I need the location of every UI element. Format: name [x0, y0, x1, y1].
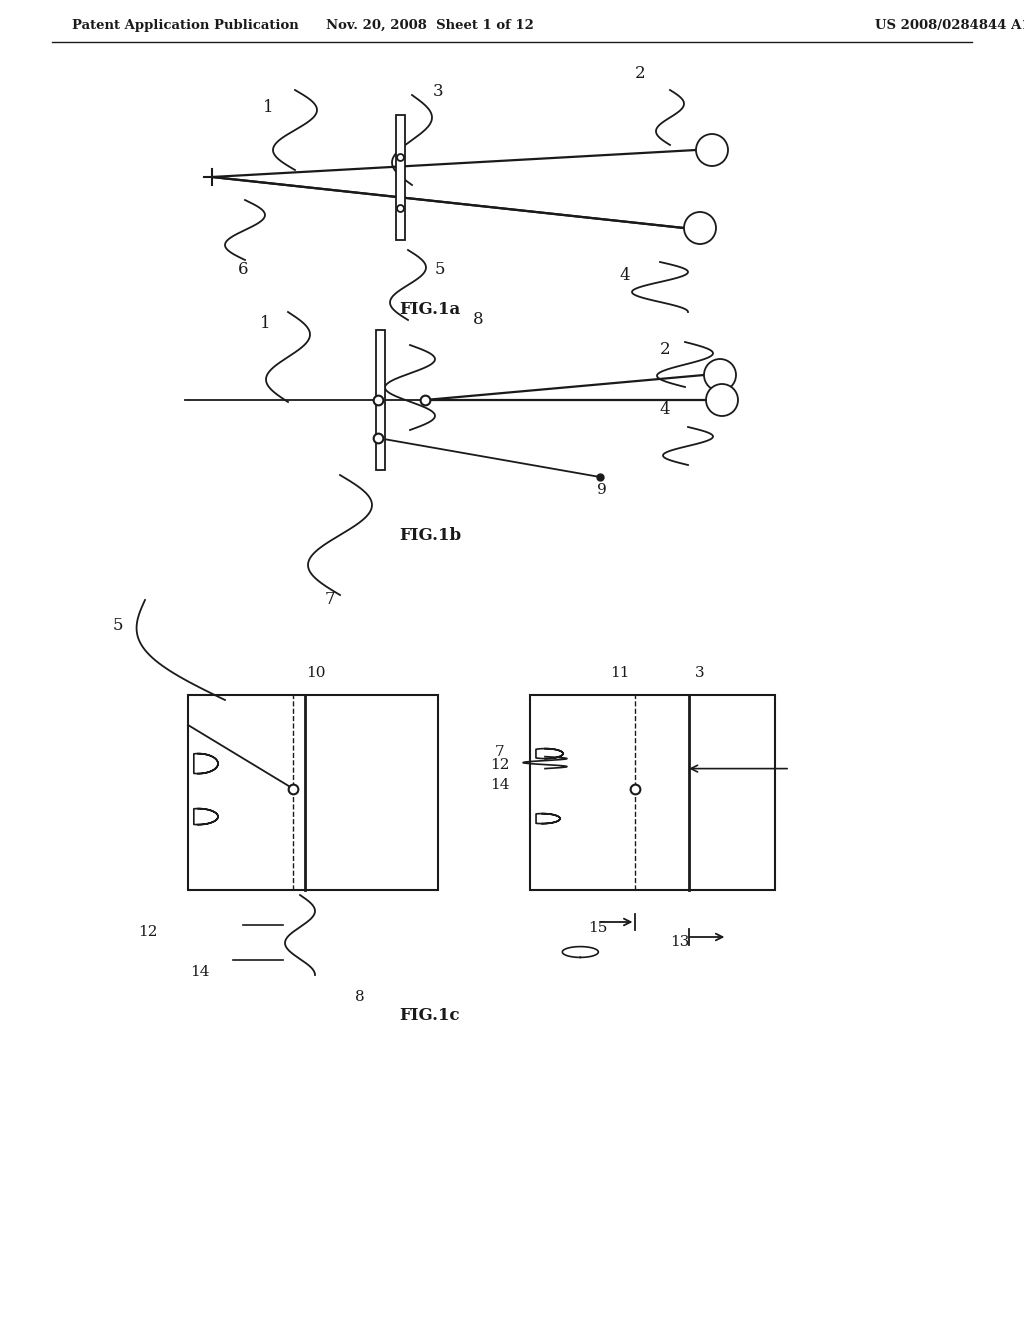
- Text: FIG.1c: FIG.1c: [399, 1006, 461, 1023]
- Text: 11: 11: [610, 667, 630, 680]
- Circle shape: [706, 384, 738, 416]
- Text: Nov. 20, 2008  Sheet 1 of 12: Nov. 20, 2008 Sheet 1 of 12: [326, 18, 534, 32]
- Text: 3: 3: [433, 83, 443, 100]
- Text: FIG.1b: FIG.1b: [399, 527, 461, 544]
- Text: 4: 4: [659, 401, 671, 418]
- Text: 6: 6: [238, 261, 248, 279]
- Text: US 2008/0284844 A1: US 2008/0284844 A1: [874, 18, 1024, 32]
- Text: 14: 14: [490, 777, 510, 792]
- Text: 2: 2: [635, 65, 645, 82]
- Circle shape: [705, 359, 736, 391]
- Text: 8: 8: [473, 312, 483, 329]
- Text: 5: 5: [435, 261, 445, 279]
- Text: 14: 14: [190, 965, 210, 979]
- Circle shape: [684, 213, 716, 244]
- Text: 3: 3: [695, 667, 705, 680]
- Text: 13: 13: [671, 935, 690, 949]
- Text: 10: 10: [306, 667, 326, 680]
- Text: FIG.1a: FIG.1a: [399, 301, 461, 318]
- Text: 15: 15: [589, 921, 607, 935]
- Text: 4: 4: [620, 267, 631, 284]
- Bar: [188, 696, 438, 890]
- Bar: [530, 696, 775, 890]
- Text: Patent Application Publication: Patent Application Publication: [72, 18, 299, 32]
- Bar: [376, 330, 384, 470]
- Text: 12: 12: [138, 925, 158, 939]
- Text: 2: 2: [659, 342, 671, 359]
- Text: 12: 12: [490, 758, 510, 772]
- Text: 7: 7: [496, 744, 505, 759]
- Text: 9: 9: [597, 483, 607, 498]
- Bar: [395, 115, 404, 240]
- Text: 7: 7: [325, 591, 335, 609]
- Text: 5: 5: [113, 616, 123, 634]
- Text: 8: 8: [355, 990, 365, 1005]
- Text: 1: 1: [260, 314, 270, 331]
- Text: 1: 1: [263, 99, 273, 116]
- Circle shape: [696, 135, 728, 166]
